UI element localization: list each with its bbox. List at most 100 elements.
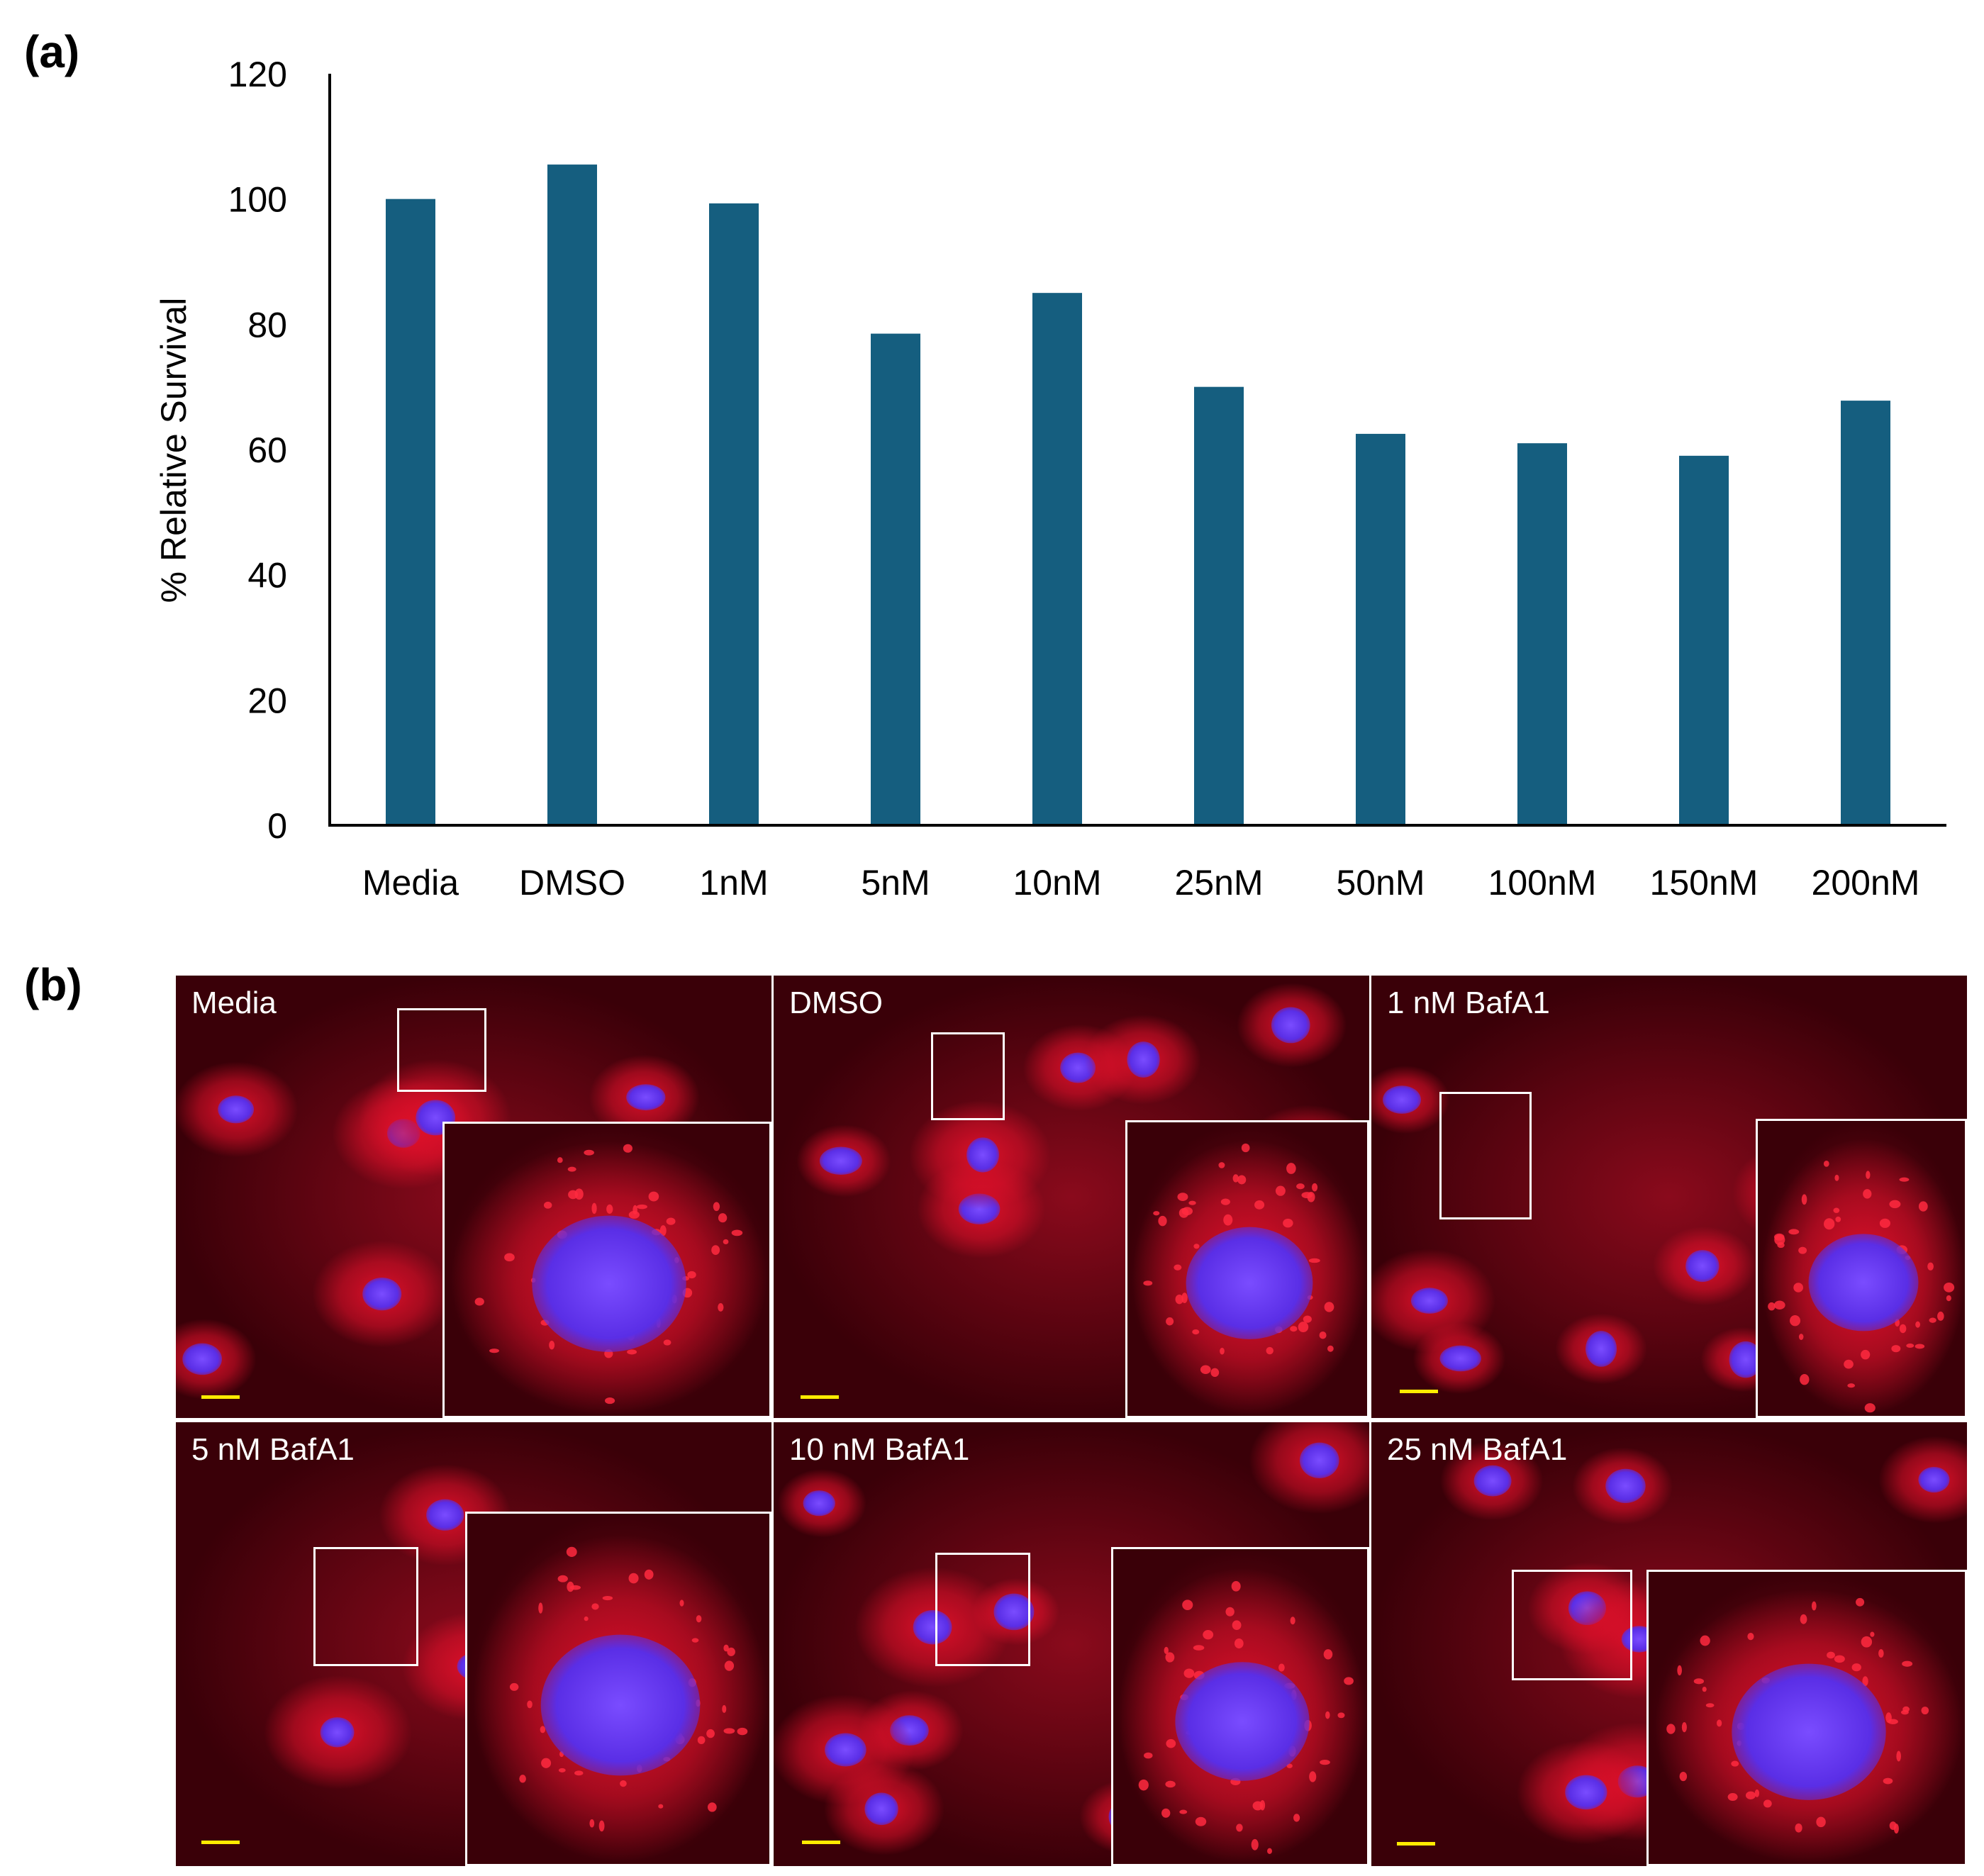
lysosome-puncta	[1286, 1163, 1296, 1174]
cell-nucleus	[1685, 1250, 1720, 1283]
lysosome-puncta	[696, 1615, 702, 1623]
micrograph-grid: Media DMSO 1 nM BafA1 5 nM BafA1	[176, 976, 1967, 1866]
cell-nucleus	[1271, 1007, 1310, 1044]
bar-25nm	[1194, 386, 1244, 825]
lysosome-puncta	[1795, 1823, 1802, 1833]
lysosome-puncta	[1944, 1283, 1955, 1292]
panel-label-a: (a)	[24, 26, 80, 77]
cell-nucleus	[320, 1717, 355, 1748]
lysosome-puncta	[1290, 1617, 1295, 1625]
lysosome-puncta	[1893, 1824, 1899, 1834]
zoom-cell	[1113, 1549, 1367, 1864]
lysosome-puncta	[1203, 1630, 1214, 1640]
lysosome-puncta	[591, 1202, 597, 1215]
scale-bar	[201, 1395, 240, 1399]
zoom-cell	[1758, 1121, 1965, 1416]
lysosome-puncta	[707, 1802, 717, 1812]
cell-nucleus	[1729, 1341, 1763, 1378]
cell-nucleus	[1565, 1775, 1607, 1810]
lysosome-puncta	[567, 1166, 576, 1172]
lysosome-puncta	[1200, 1365, 1211, 1374]
y-tick-label: 60	[247, 430, 287, 470]
bar-200nm	[1841, 401, 1890, 825]
lysosome-puncta	[1223, 1214, 1233, 1226]
lysosome-puncta	[1705, 1703, 1715, 1708]
lysosome-puncta	[1745, 1791, 1756, 1799]
cell-nucleus	[825, 1733, 866, 1767]
scale-bar	[802, 1841, 840, 1844]
lysosome-puncta	[1320, 1759, 1330, 1765]
lysosome-puncta	[659, 1225, 667, 1236]
lysosome-puncta	[589, 1819, 595, 1828]
lysosome-puncta	[1918, 1201, 1928, 1212]
cell-nucleus	[1585, 1331, 1617, 1367]
panel-label-b: (b)	[24, 959, 82, 1010]
lysosome-puncta	[1834, 1174, 1839, 1181]
lysosome-puncta	[541, 1758, 552, 1768]
roi-box	[931, 1032, 1005, 1120]
lysosome-puncta	[723, 1239, 729, 1245]
x-tick-label: 200nM	[1812, 863, 1920, 903]
x-tick-label: 1nM	[699, 863, 768, 903]
lysosome-puncta	[1275, 1185, 1286, 1196]
lysosome-puncta	[1824, 1218, 1835, 1230]
bar-dmso	[547, 164, 597, 826]
lysosome-puncta	[1164, 1646, 1169, 1654]
lysosome-puncta	[1896, 1751, 1901, 1762]
cell-nucleus	[532, 1215, 686, 1352]
bar-100nm	[1517, 443, 1567, 825]
lysosome-puncta	[1293, 1814, 1300, 1822]
y-axis-label: % Relative Survival	[154, 298, 194, 603]
lysosome-puncta	[1323, 1649, 1333, 1660]
lysosome-puncta	[1218, 1162, 1225, 1168]
micrograph-10nm: 10 nM BafA1	[774, 1422, 1369, 1866]
lysosome-puncta	[519, 1775, 526, 1783]
lysosome-puncta	[718, 1302, 724, 1312]
lysosome-puncta	[1863, 1189, 1872, 1199]
roi-box	[1439, 1092, 1532, 1219]
lysosome-puncta	[1885, 1712, 1892, 1724]
y-tick-label: 0	[267, 806, 287, 846]
lysosome-puncta	[1889, 1200, 1901, 1209]
cell-nucleus	[540, 1634, 701, 1776]
lysosome-puncta	[538, 1602, 543, 1614]
lysosome-puncta	[1861, 1349, 1871, 1360]
micrograph-5nm: 5 nM BafA1	[176, 1422, 771, 1866]
lysosome-puncta	[1324, 1302, 1334, 1312]
bar-5nm	[871, 333, 920, 825]
lysosome-puncta	[605, 1397, 615, 1405]
zoom-cell	[467, 1514, 769, 1864]
lysosome-puncta	[1298, 1322, 1309, 1333]
lysosome-puncta	[1301, 1192, 1313, 1199]
lysosome-puncta	[1153, 1211, 1160, 1216]
lysosome-puncta	[558, 1768, 566, 1772]
lysosome-puncta	[1866, 1171, 1871, 1179]
scale-bar	[801, 1395, 839, 1399]
lysosome-puncta	[1891, 1345, 1901, 1353]
x-tick-label: 150nM	[1650, 863, 1759, 903]
x-tick-label: 5nM	[861, 863, 930, 903]
lysosome-puncta	[1827, 1651, 1835, 1659]
lysosome-puncta	[1851, 1663, 1861, 1672]
micrograph-label: Media	[191, 986, 277, 1020]
lysosome-puncta	[1237, 1175, 1247, 1185]
lysosome-puncta	[1210, 1368, 1220, 1378]
y-tick-label: 120	[228, 55, 287, 94]
bar-media	[386, 199, 435, 826]
lysosome-puncta	[1312, 1183, 1318, 1192]
lysosome-puncta	[1175, 1294, 1183, 1305]
cell-nucleus	[803, 1490, 835, 1517]
lysosome-puncta	[1915, 1344, 1925, 1349]
lysosome-puncta	[1232, 1174, 1239, 1183]
lysosome-puncta	[1225, 1607, 1235, 1617]
lysosome-puncta	[1188, 1200, 1196, 1205]
lysosome-puncta	[1801, 1194, 1807, 1205]
cell-nucleus	[182, 1343, 222, 1375]
lysosome-puncta	[602, 1595, 613, 1601]
lysosome-puncta	[706, 1729, 715, 1738]
lysosome-puncta	[489, 1349, 499, 1353]
x-tick-label: 100nM	[1488, 863, 1597, 903]
lysosome-puncta	[1878, 1649, 1884, 1658]
lysosome-puncta	[623, 1144, 632, 1153]
micrograph-label: 1 nM BafA1	[1387, 986, 1550, 1020]
